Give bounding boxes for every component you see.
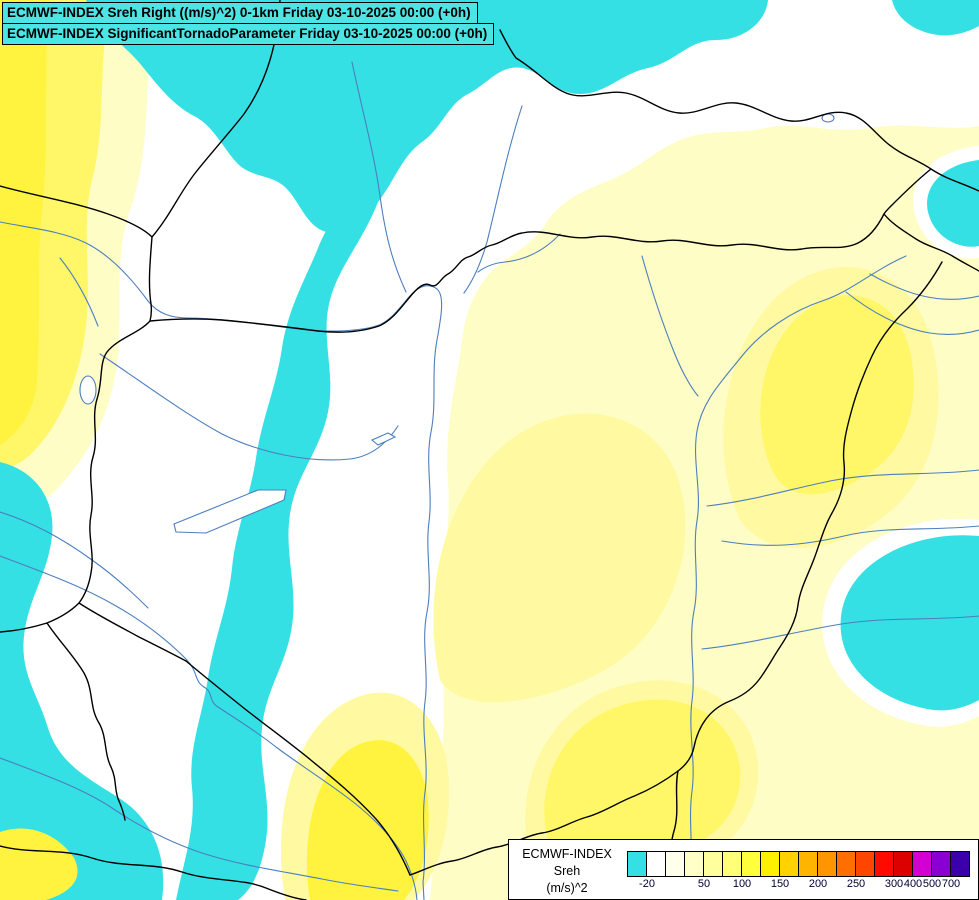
- legend-unit-label: (m/s)^2: [546, 881, 588, 896]
- river-bodrog: [869, 273, 979, 300]
- colorbar-cell: [950, 850, 970, 877]
- lake-velence: [370, 432, 397, 446]
- header-title-line2: ECMWF-INDEX SignificantTornadoParameter …: [2, 23, 495, 45]
- contour-strong-yellow-west: [0, 0, 50, 445]
- colorbar-cell: [874, 850, 894, 877]
- river-hron: [463, 105, 523, 294]
- legend-colorbar-wrap: -20 50 100 150 200 250 300 400 500 700: [627, 850, 970, 893]
- colorbar-cell: [912, 850, 932, 877]
- border-hungary-slovakia: [149, 213, 885, 333]
- river-sava: [0, 757, 399, 892]
- colorbar-tick-label: 300: [884, 877, 904, 890]
- river-koros-north: [706, 469, 979, 507]
- lake-neusiedl: [79, 375, 97, 405]
- river-sajo: [641, 255, 699, 397]
- contour-cyan-east-large: [840, 535, 979, 711]
- colorbar-cell: [760, 850, 780, 877]
- border-croatia-bosnia: [0, 845, 307, 900]
- border-ukraine-hungary: [883, 213, 979, 272]
- colorbar-tick-label: 50: [697, 877, 711, 890]
- legend-ticks: -20 50 100 150 200 250 300 400 500 700: [627, 877, 970, 891]
- border-hungary-romania-serbia: [409, 261, 943, 876]
- border-ukraine-slovakia: [883, 168, 932, 215]
- lakes: [79, 113, 835, 534]
- contour-strong-yellow-corner: [0, 828, 78, 900]
- contour-cyan-diagonal-band: [176, 186, 384, 900]
- colorbar-tick-label: 250: [846, 877, 866, 890]
- river-vah: [351, 61, 407, 293]
- river-leitha: [59, 257, 99, 327]
- colorbar-tick-label: 150: [770, 877, 790, 890]
- colorbar-cell: [665, 850, 685, 877]
- legend-parameter-label: Sreh: [553, 864, 581, 879]
- colorbar-cell: [779, 850, 799, 877]
- legend-model-label: ECMWF-INDEX: [522, 847, 612, 862]
- contour-yellow-east: [760, 295, 914, 495]
- river-danube: [0, 221, 443, 900]
- colorbar-cell: [817, 850, 837, 877]
- border-croatia-hungary: [185, 660, 411, 876]
- colorbar-cell: [798, 850, 818, 877]
- border-slovenia-croatia: [46, 622, 126, 821]
- contour-cyan-east-small: [927, 160, 979, 247]
- colorbar-cell: [855, 850, 875, 877]
- legend-box: ECMWF-INDEX Sreh (m/s)^2 -20 50 100 150 200 2…: [508, 839, 979, 900]
- river-koros-south: [721, 525, 979, 546]
- colorbar-cell: [893, 850, 913, 877]
- colorbar-cell: [722, 850, 742, 877]
- colorbar-tick-label: 200: [808, 877, 828, 890]
- rivers: [0, 61, 979, 900]
- legend-colorbar: [627, 850, 970, 877]
- contour-cyan-top-band: [86, 0, 768, 234]
- colorbar-cell: [836, 850, 856, 877]
- colorbar-cell: [931, 850, 951, 877]
- border-austria-slovakia: [148, 236, 153, 322]
- river-szamos: [845, 291, 979, 336]
- contour-light-yellow-center: [433, 413, 686, 703]
- colorbar-tick-label: 500: [922, 877, 942, 890]
- colorbar-cell: [741, 850, 761, 877]
- colorbar-tick-label: 400: [903, 877, 923, 890]
- border-slovakia-poland: [499, 29, 979, 192]
- border-hungary-west: [0, 320, 151, 633]
- colorbar-cell: [684, 850, 704, 877]
- colorbar-tick-label: 700: [941, 877, 961, 890]
- river-maros: [701, 615, 979, 650]
- header-title-line1: ECMWF-INDEX Sreh Right ((m/s)^2) 0-1km F…: [2, 2, 478, 24]
- lake-balaton: [173, 489, 287, 534]
- border-slovenia-hungary: [78, 602, 187, 662]
- river-tisza: [689, 255, 907, 900]
- river-ipoly: [477, 233, 561, 273]
- colorbar-tick-label: -20: [639, 877, 655, 890]
- contour-cyan-northeast-corner: [892, 0, 979, 36]
- colorbar-cell: [627, 850, 647, 877]
- legend-title-block: ECMWF-INDEX Sreh (m/s)^2: [519, 846, 615, 897]
- contour-strong-yellow-south: [306, 740, 429, 900]
- border-czech-austria: [0, 0, 281, 238]
- map-header: ECMWF-INDEX Sreh Right ((m/s)^2) 0-1km F…: [2, 2, 495, 45]
- colorbar-cell: [646, 850, 666, 877]
- colorbar-tick-label: 100: [732, 877, 752, 890]
- colorbar-cell: [703, 850, 723, 877]
- river-raba: [99, 353, 399, 461]
